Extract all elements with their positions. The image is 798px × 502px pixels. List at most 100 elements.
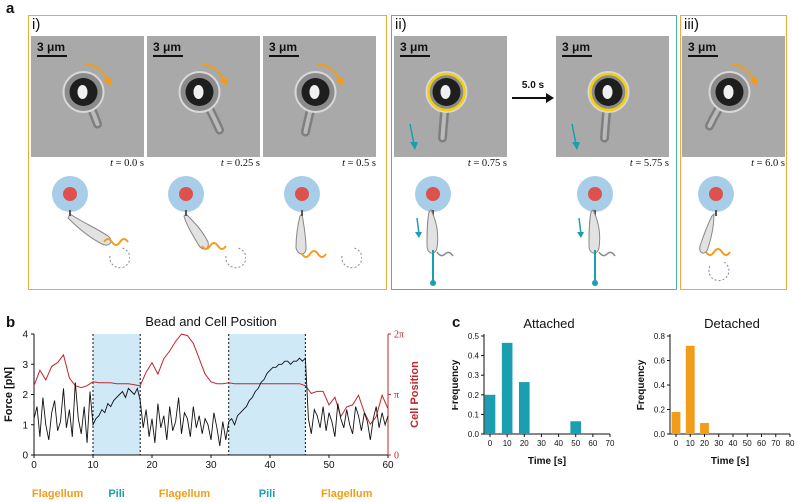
shaded-region <box>93 334 141 455</box>
rotation-arrow <box>85 63 109 81</box>
histogram-title: Attached <box>523 316 574 331</box>
cartoon-force-arrow <box>415 217 420 235</box>
time-label: t = 0.75 s <box>467 158 507 169</box>
x-tick-label: 70 <box>606 439 615 448</box>
group-label: iii) <box>684 16 699 33</box>
y-tick-label: 0.5 <box>468 332 480 341</box>
x-axis-label: Time [s] <box>711 456 749 467</box>
y-tick-label: 0.6 <box>654 357 666 366</box>
phase-label: Flagellum <box>321 488 373 500</box>
scale-bar-label: 3 μm <box>688 40 718 57</box>
histogram-bar <box>671 411 681 434</box>
y-tick-label: 3 <box>22 360 28 371</box>
group-frame <box>28 15 387 290</box>
force-line <box>33 357 389 446</box>
micrograph-drawing <box>294 63 344 137</box>
micrograph-drawing <box>62 63 112 129</box>
time-label: t = 5.75 s <box>629 158 669 169</box>
group-label: i) <box>32 16 41 33</box>
rotation-arrow <box>201 63 225 81</box>
cartoon-cell <box>698 212 715 254</box>
x-tick-label: 30 <box>537 439 546 448</box>
cartoon-force-arrow <box>577 217 582 235</box>
y-tick-label: 4 <box>22 330 28 341</box>
cartoon-cell <box>182 213 209 250</box>
pili-arrowhead <box>572 142 580 150</box>
y-axis-label: Frequency <box>636 359 647 410</box>
scale-bar-label: 3 μm <box>153 40 183 57</box>
y-tick-label: 0.0 <box>654 430 666 439</box>
histogram-title: Detached <box>704 316 760 331</box>
cartoon-cell <box>294 212 307 255</box>
trap-ring <box>427 72 466 112</box>
rotation-arrow <box>317 63 341 81</box>
y-tick-label: 0.4 <box>654 381 666 390</box>
y-axis-label: Force [pN] <box>3 367 15 422</box>
cartoon-flagellum <box>300 250 327 258</box>
panel-b-letter: b <box>6 314 16 331</box>
cartoon-bead-core <box>294 187 309 201</box>
y-right-tick-label: π <box>394 390 399 401</box>
cartoon-flagellum-idle <box>597 251 616 257</box>
x-axis-label: Time [s] <box>190 471 232 472</box>
cell-cartoon <box>167 176 246 269</box>
micrograph: 3 μm <box>263 36 376 157</box>
pili-arrow <box>571 123 577 145</box>
x-tick-label: 0 <box>31 460 37 471</box>
y-tick-label: 0.2 <box>468 391 480 400</box>
cell-cartoon <box>414 176 454 286</box>
rotation-arrowhead <box>103 77 112 86</box>
cartoon-cell <box>425 209 438 254</box>
micrograph: 3 μm <box>682 36 785 157</box>
cartoon-rotation <box>224 247 246 269</box>
cartoon-pilus-anchor <box>429 280 436 286</box>
histogram-bar <box>501 342 513 434</box>
time-symbol: t <box>751 158 754 169</box>
time-gap-label: 5.0 s <box>521 80 545 91</box>
scale-bar-label: 3 μm <box>400 40 430 57</box>
scale-bar <box>153 55 183 57</box>
x-tick-label: 70 <box>771 439 780 448</box>
micrograph: 3 μm <box>394 36 507 157</box>
cartoon-bead-core <box>178 187 193 201</box>
phase-label: Flagellum <box>158 488 211 500</box>
y-axis-right-label: Cell Position <box>409 361 421 428</box>
cell-cartoon <box>697 176 734 282</box>
x-tick-label: 10 <box>87 460 99 471</box>
cartoon-rotation <box>108 247 130 269</box>
time-symbol: t <box>467 158 471 169</box>
cartoon-flagellum-idle <box>435 251 454 257</box>
phase-label: Flagellum <box>31 488 84 500</box>
x-tick-label: 20 <box>520 439 529 448</box>
cartoon-rotation <box>340 247 362 269</box>
x-tick-label: 30 <box>714 439 723 448</box>
micrograph-drawing <box>571 71 630 150</box>
panel-c-letter: c <box>452 314 461 331</box>
rotation-arrowhead <box>335 77 344 86</box>
bead-reflection <box>309 85 320 99</box>
rotation-arrowhead <box>749 77 758 86</box>
y-tick-label: 0.2 <box>654 406 666 415</box>
micrograph-drawing <box>409 71 468 150</box>
group-frame <box>391 15 677 290</box>
x-tick-label: 0 <box>674 439 679 448</box>
time-gap-arrow: 5.0 s <box>510 80 556 110</box>
x-tick-label: 40 <box>554 439 563 448</box>
x-tick-label: 10 <box>686 439 695 448</box>
y-tick-label: 2 <box>22 390 28 401</box>
cartoon-rotation <box>707 261 729 282</box>
phase-label: Pili <box>108 488 125 500</box>
y-tick-label: 0 <box>22 451 28 462</box>
detached-histogram: Detached 0.0 0.2 0.4 0.6 0.8 0 10 20 30 40 50 60 70 80… <box>636 316 795 467</box>
chart-title: Bead and Cell Position <box>145 314 277 329</box>
cartoon-cell <box>66 213 111 246</box>
rotation-arrowhead <box>219 77 228 86</box>
scale-bar <box>562 55 592 57</box>
x-tick-label: 10 <box>503 439 512 448</box>
scale-bar <box>400 55 430 57</box>
bead-reflection <box>723 85 734 99</box>
time-symbol: t <box>220 158 224 169</box>
x-axis-label: Time [s] <box>528 456 566 467</box>
time-label: t = 0.0 s <box>110 158 144 169</box>
